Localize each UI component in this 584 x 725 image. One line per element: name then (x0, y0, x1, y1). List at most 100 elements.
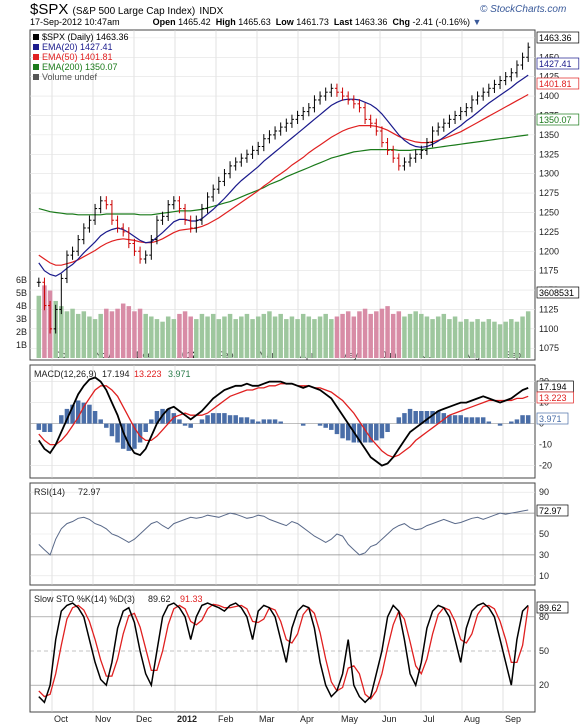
macd-signal-line (38, 383, 529, 458)
rsi-legend-value: 72.97 (78, 487, 101, 497)
volume-tick-label: 1B (16, 340, 27, 350)
volume-bar (480, 321, 486, 358)
macd-histogram-bar (441, 413, 447, 424)
ema50-line (38, 93, 529, 266)
price-legend-item-0: $SPX (Daily) 1463.36 (42, 32, 129, 42)
macd-histogram-bar (165, 408, 171, 424)
quote-date: 17-Sep-2012 10:47am (30, 17, 120, 27)
volume-bar (419, 313, 424, 358)
month-label-bottom-may: May (341, 714, 359, 724)
volume-bar (340, 313, 345, 358)
sto-d-line (38, 603, 529, 700)
dropdown-arrow-icon[interactable]: ▼ (472, 17, 482, 27)
macd-histogram-bar (385, 423, 390, 432)
volume-bar (239, 316, 244, 358)
index-name: (S&P 500 Large Cap Index) (72, 6, 196, 17)
rsi-value-label: 72.97 (539, 506, 562, 516)
month-label-bottom-apr: Apr (300, 714, 314, 724)
macd-histogram-bar (244, 417, 250, 424)
volume-bar (329, 319, 334, 358)
macd-histogram-bar (250, 419, 255, 424)
ema200-line (38, 134, 529, 216)
sto-tick-label: 50 (539, 646, 549, 656)
month-label-bottom-feb: Feb (218, 714, 234, 724)
macd-histogram-bar (525, 415, 531, 424)
legend-swatch (33, 64, 39, 70)
macd-histogram-bar (362, 423, 368, 443)
volume-bar (81, 311, 87, 358)
macd-histogram-bar (497, 423, 503, 426)
price-tick-label: 1275 (539, 188, 559, 198)
rsi-line (38, 509, 529, 556)
macd-histogram-bar (182, 423, 188, 426)
macd-histogram-bar (379, 423, 385, 439)
volume-bar (104, 308, 109, 358)
macd-histogram-bar (317, 423, 323, 426)
ema50-value-label: 1401.81 (539, 79, 572, 89)
month-label-bottom-aug: Aug (464, 714, 480, 724)
volume-bar (323, 313, 328, 358)
volume-bar (312, 319, 317, 358)
volume-bar (70, 308, 75, 358)
volume-bar (469, 321, 475, 358)
macd-legend-value: 17.194 (102, 369, 130, 379)
macd-histogram-bar (357, 423, 362, 443)
volume-bar (205, 316, 210, 358)
volume-bar (368, 313, 373, 358)
macd-hist-value-label-box (536, 412, 569, 425)
volume-bar (295, 319, 300, 358)
volume-bar (306, 316, 312, 358)
volume-bar (289, 316, 295, 358)
price-legend-item-1: EMA(20) 1427.41 (42, 42, 113, 52)
macd-signal-value-label: 13.223 (539, 393, 567, 403)
last-label: Last (333, 17, 353, 27)
macd-histogram-bar (36, 423, 42, 430)
macd-hist-value-label: 3.971 (539, 414, 562, 424)
macd-histogram-bar (199, 419, 205, 424)
macd-histogram-bar (424, 411, 430, 424)
month-label-bottom-dec: Dec (136, 714, 153, 724)
volume-bar (120, 303, 126, 358)
volume-bar (250, 319, 255, 358)
rsi-tick-label: 90 (539, 487, 549, 497)
macd-histogram-bar (59, 415, 64, 424)
volume-bar (447, 319, 452, 358)
macd-histogram-bar (419, 411, 424, 424)
macd-histogram-bar (402, 413, 407, 424)
volume-bar (441, 313, 447, 358)
macd-histogram-bar (323, 423, 328, 428)
volume-bar (216, 319, 222, 358)
legend-swatch (33, 34, 39, 40)
volume-bar (36, 295, 42, 358)
macd-histogram-bar (452, 415, 458, 424)
macd-histogram-bar (396, 417, 402, 424)
volume-bar (345, 311, 351, 358)
macd-label: MACD(12,26,9) (34, 369, 97, 379)
macd-legend-signal: 13.223 (134, 369, 162, 379)
macd-histogram-bar (216, 413, 222, 424)
volume-bar (171, 319, 177, 358)
chg-value: -2.41 (-0.16%) (412, 17, 470, 27)
volume-bar (492, 321, 497, 358)
macd-histogram-bar (188, 423, 193, 428)
volume-bar (137, 308, 143, 358)
last-value: 1463.36 (354, 17, 388, 27)
legend-swatch (33, 44, 39, 50)
macd-legend-hist: 3.971 (168, 369, 191, 379)
volume-bar (87, 316, 92, 358)
volume-bar (199, 313, 205, 358)
macd-histogram-bar (329, 423, 334, 430)
volume-bar (143, 313, 148, 358)
price-legend-item-3: EMA(200) 1350.07 (42, 62, 118, 72)
macd-histogram-bar (345, 423, 351, 441)
volume-bar (424, 316, 430, 358)
macd-histogram-bar (98, 419, 103, 424)
ema20-line (38, 74, 529, 277)
macd-histogram-bar (70, 404, 75, 424)
price-tick-label: 1325 (539, 149, 559, 159)
macd-histogram-bar (115, 423, 120, 443)
volume-bar (385, 306, 390, 358)
sto-tick-label: 20 (539, 680, 549, 690)
volume-bar (75, 313, 81, 358)
